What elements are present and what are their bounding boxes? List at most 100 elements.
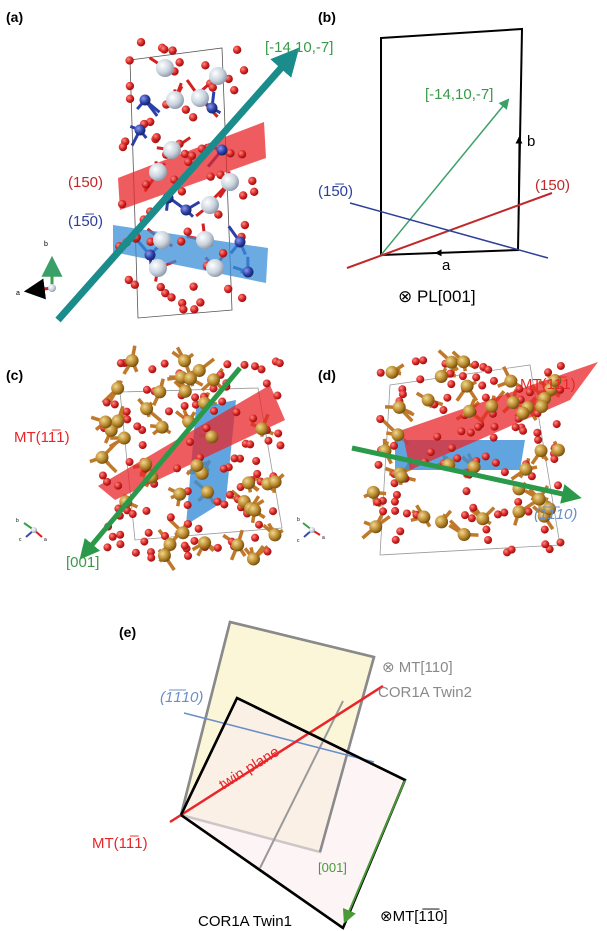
oxygen-atom bbox=[554, 481, 563, 490]
oxygen-atom bbox=[140, 537, 149, 546]
view-twin1-label: ⊗MT[1̅1̅0] bbox=[380, 908, 448, 925]
panel-c: (c) MT(11̅1) [001] b c a bbox=[6, 345, 285, 571]
oxygen-atom bbox=[184, 157, 193, 167]
metal-atom-gold bbox=[198, 536, 212, 550]
metal-atom-blue bbox=[180, 204, 192, 216]
metal-atom-gold bbox=[457, 528, 471, 542]
oxygen-atom bbox=[148, 365, 157, 374]
metal-atom-gold bbox=[231, 538, 245, 552]
oxygen-atom bbox=[209, 384, 218, 393]
oxygen-atom bbox=[125, 457, 134, 466]
direction-arrow-a bbox=[55, 47, 300, 323]
oxygen-atom bbox=[240, 220, 250, 230]
oxygen-atom bbox=[98, 471, 107, 480]
twin1-label: COR1A Twin1 bbox=[198, 913, 292, 930]
oxygen-atom bbox=[177, 298, 187, 308]
atoms-a bbox=[114, 38, 259, 314]
metal-atom-gold bbox=[255, 422, 269, 436]
oxygen-atom bbox=[390, 479, 399, 488]
metal-atom-gold bbox=[268, 475, 282, 489]
metal-atom-gold bbox=[457, 355, 471, 369]
metal-atom-gold bbox=[178, 384, 192, 398]
axis-origin-d bbox=[309, 527, 315, 533]
oxygen-atom bbox=[175, 58, 184, 67]
oxygen-atom bbox=[189, 282, 198, 291]
oxygen-atom bbox=[493, 510, 502, 519]
oxygen-atom bbox=[446, 369, 455, 378]
b-axis-label: b bbox=[527, 133, 535, 150]
oxygen-atom bbox=[411, 357, 420, 366]
oxygen-atom bbox=[255, 520, 264, 529]
oxygen-atom bbox=[168, 46, 177, 55]
oxygen-atom bbox=[123, 415, 132, 424]
oxygen-atom bbox=[447, 443, 456, 452]
plane-1bar50-label-b: (15̅0) bbox=[318, 183, 353, 200]
axis-a-label-d: a bbox=[322, 535, 325, 541]
oxygen-atom bbox=[398, 390, 407, 399]
metal-atom-gold bbox=[98, 415, 112, 429]
oxygen-atom bbox=[202, 424, 211, 433]
oxygen-atom bbox=[500, 468, 509, 477]
metal-atom-gold bbox=[551, 443, 565, 457]
panel-a: (a) [-14,10,-7] (150) (15̅0) b a bbox=[6, 9, 333, 323]
metal-atom-gold bbox=[153, 385, 167, 399]
oxygen-atom bbox=[218, 397, 227, 406]
oxygen-atom bbox=[164, 407, 173, 416]
oxygen-atom bbox=[490, 422, 499, 431]
oxygen-atom bbox=[484, 365, 493, 374]
oxygen-atom bbox=[152, 133, 161, 142]
metal-atom-gold bbox=[519, 462, 533, 476]
metal-atom-gold bbox=[548, 373, 562, 387]
oxygen-atom bbox=[392, 490, 401, 499]
oxygen-atom bbox=[208, 83, 217, 92]
plane-150-label-a: (150) bbox=[68, 174, 103, 191]
metal-atom-white bbox=[149, 259, 167, 277]
oxygen-atom bbox=[262, 379, 271, 388]
oxygen-atom bbox=[374, 460, 383, 469]
metal-atom-white bbox=[196, 231, 214, 249]
oxygen-atom bbox=[519, 426, 528, 435]
panel-c-letter: (c) bbox=[6, 367, 23, 383]
direction-arrow-c bbox=[79, 366, 242, 560]
oxygen-atom bbox=[125, 94, 135, 104]
oxygen-atom bbox=[541, 540, 550, 549]
oxygen-atom bbox=[467, 514, 476, 523]
metal-atom-gold bbox=[421, 393, 435, 407]
oxygen-atom bbox=[484, 535, 493, 544]
oxygen-atom bbox=[230, 85, 239, 95]
metal-atom-gold bbox=[190, 458, 204, 472]
oxygen-atom bbox=[131, 548, 140, 557]
oxygen-atom bbox=[481, 452, 490, 461]
oxygen-atom bbox=[188, 113, 198, 122]
oxygen-atom bbox=[218, 249, 228, 258]
oxygen-atom bbox=[196, 298, 205, 307]
oxygen-atom bbox=[173, 464, 182, 473]
metal-atom-gold bbox=[467, 460, 481, 474]
metal-atom-white bbox=[209, 67, 227, 85]
oxygen-atom bbox=[472, 373, 481, 382]
oxygen-atom bbox=[191, 393, 200, 402]
metal-atom-gold bbox=[535, 400, 549, 414]
oxygen-atom bbox=[160, 359, 169, 368]
oxygen-atom bbox=[389, 441, 398, 450]
oxygen-atom bbox=[125, 56, 134, 65]
oxygen-atom bbox=[416, 375, 425, 384]
oxygen-atom bbox=[500, 508, 509, 517]
metal-atom-gold bbox=[205, 430, 219, 444]
oxygen-atom bbox=[213, 497, 222, 506]
oxygen-atom bbox=[458, 372, 467, 381]
metal-atom-gold bbox=[434, 369, 448, 383]
plane-bar110-label-d: (1̅1̅10) bbox=[534, 506, 577, 523]
oxygen-atom bbox=[156, 282, 165, 292]
oxygen-atom bbox=[124, 275, 134, 285]
oxygen-atom bbox=[214, 210, 223, 219]
oxygen-atom bbox=[391, 506, 400, 515]
oxygen-atom bbox=[533, 428, 542, 437]
oxygen-atom bbox=[220, 500, 229, 509]
metal-atom-gold bbox=[534, 444, 548, 458]
metal-atom-white bbox=[156, 59, 174, 77]
metal-atom-blue bbox=[234, 236, 246, 248]
oxygen-atom bbox=[466, 428, 475, 437]
plane-bar110-label-e: (1̅1̅10) bbox=[160, 689, 203, 706]
metal-atom-gold bbox=[476, 512, 490, 526]
